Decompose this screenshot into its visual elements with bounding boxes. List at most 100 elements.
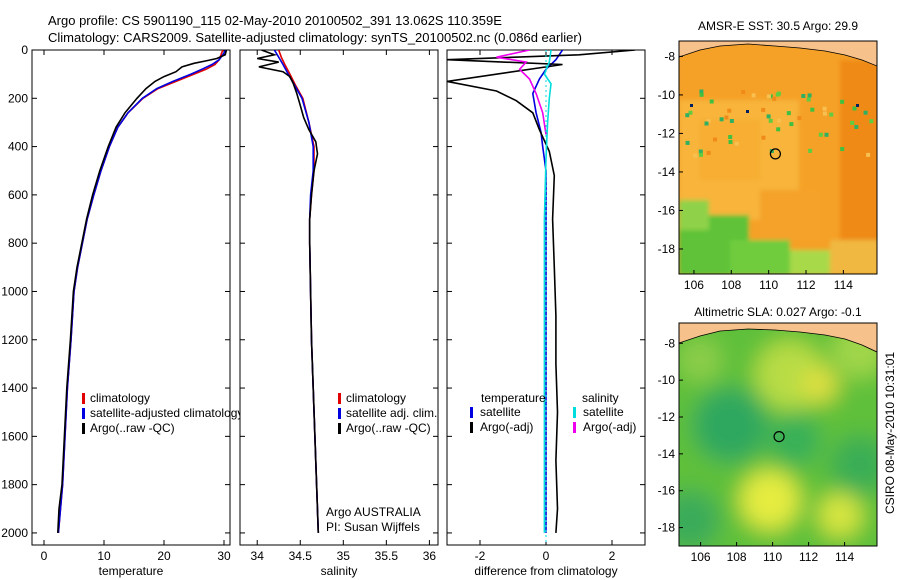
temperature-xtick-label: 20 <box>157 549 171 563</box>
difference-legend-label: satellite <box>583 405 624 419</box>
depth-tick-label: 1400 <box>1 381 28 395</box>
sst-map-lon-label: 112 <box>796 278 815 292</box>
sla-map-frame <box>678 322 878 547</box>
difference-series-line-1 <box>447 50 636 533</box>
sst-map-title: AMSR-E SST: 30.5 Argo: 29.9 <box>698 19 858 33</box>
salinity-legend-label: Argo(..raw -QC) <box>346 421 431 435</box>
sst-pixel <box>713 137 717 142</box>
sst-pixel <box>863 110 868 115</box>
salinity-axes-frame <box>239 49 439 546</box>
sst-map-lon-label: 108 <box>721 278 741 292</box>
sst-pixel <box>807 93 812 98</box>
figure-title-line2: Climatology: CARS2009. Satellite-adjuste… <box>48 30 583 45</box>
temperature-legend-label: climatology <box>90 391 150 405</box>
sst-pixel <box>786 111 791 116</box>
sst-pixel <box>728 140 733 144</box>
sst-pixel <box>775 92 780 97</box>
depth-tick-label: 0 <box>21 43 28 57</box>
salinity-xtick-label: 35 <box>337 549 351 563</box>
sst-dark-pixel <box>690 104 693 107</box>
sla-map-lat-label: -10 <box>658 373 676 387</box>
salinity-legend-label: satellite adj. clim. <box>346 406 437 420</box>
sst-map-frame <box>678 40 878 275</box>
salinity-legend-swatch <box>338 393 341 404</box>
salinity-xtick-label: 34 <box>251 549 265 563</box>
csiro-timestamp: CSIRO 08-May-2010 10:31:01 <box>883 352 897 514</box>
sst-pixel <box>869 119 874 124</box>
depth-tick-label: 1200 <box>1 333 28 347</box>
sst-pixel <box>699 89 704 94</box>
sst-pixel <box>840 147 845 151</box>
sst-pixel <box>727 108 732 113</box>
temperature-legend-swatch <box>82 423 85 434</box>
sst-pixel <box>808 148 813 153</box>
temperature-xtick-label: 10 <box>97 549 111 563</box>
sla-argo-position-marker <box>773 431 785 443</box>
difference-legend-label: Argo(-adj) <box>583 420 636 434</box>
sst-pixel <box>772 96 777 101</box>
temperature-xtick-label: 30 <box>217 549 231 563</box>
difference-legend-temperature-header: temperature <box>481 391 546 405</box>
sst-java-coastline <box>679 41 877 67</box>
temperature-legend-label: satellite-adjusted climatology <box>90 406 243 420</box>
sst-pixel <box>822 106 827 111</box>
sst-pixel <box>709 99 714 104</box>
sst-pixel <box>824 132 829 137</box>
sst-pixel <box>706 119 711 124</box>
depth-tick-label: 400 <box>8 140 28 154</box>
sla-field <box>679 323 877 546</box>
sst-pixel <box>728 135 733 139</box>
temperature-legend-label: Argo(..raw -QC) <box>90 421 175 435</box>
salinity-xtick-label: 34.5 <box>289 549 313 563</box>
sst-map-lat-label: -18 <box>658 242 676 256</box>
temperature-panel: 0 10 20 30 0 200 400 600 800 1000 1200 1400 1600 1800… <box>1 43 243 563</box>
sst-dark-pixel <box>746 110 749 113</box>
sla-map-panel: Altimetric SLA: 0.027 Argo: -0.1 106 108 1… <box>658 305 878 564</box>
temperature-xtick-label: 0 <box>41 549 48 563</box>
salinity-legend-swatch <box>338 423 341 434</box>
sst-pixel <box>766 114 771 119</box>
sst-map-lat-label: -14 <box>658 165 676 179</box>
sst-pixel <box>850 120 855 125</box>
sst-pixel <box>699 152 703 157</box>
sst-pixel <box>768 118 773 123</box>
salinity-xtick-label: 36 <box>423 549 437 563</box>
sst-pixel <box>685 113 690 118</box>
sla-map-lon-label: 114 <box>835 550 854 564</box>
sla-map-lon-label: 108 <box>727 550 747 564</box>
temperature-legend-swatch <box>82 393 85 404</box>
sst-pixel <box>866 152 871 157</box>
difference-legend-swatch <box>573 407 576 418</box>
sst-map-lat-label: -10 <box>658 88 676 102</box>
temperature-xlabel: temperature <box>99 564 164 578</box>
depth-tick-label: 600 <box>8 188 28 202</box>
sla-map-lon-label: 106 <box>691 550 711 564</box>
sst-pixel <box>777 118 782 123</box>
sla-map-lat-label: -18 <box>658 521 676 535</box>
difference-series-line-2 <box>543 50 552 533</box>
sla-map-lat-label: -8 <box>664 336 675 350</box>
sst-pixel <box>704 121 709 126</box>
depth-tick-label: 1800 <box>1 478 28 492</box>
sst-pixel <box>766 94 771 99</box>
sst-dark-pixel <box>856 104 859 107</box>
sst-pixel <box>751 93 756 98</box>
depth-tick-label: 200 <box>8 91 28 105</box>
sst-pixel <box>685 140 690 145</box>
depth-tick-label: 1600 <box>1 429 28 443</box>
sst-pixel <box>761 107 766 112</box>
difference-legend-label: satellite <box>480 405 521 419</box>
difference-legend-swatch <box>470 422 473 433</box>
salinity-legend-label: climatology <box>346 391 406 405</box>
difference-panel: -2 0 2 temperature salinitysatelliteArgo(-a… <box>446 49 646 563</box>
sst-map-lat-label: -12 <box>658 126 676 140</box>
sst-pixel <box>840 99 845 104</box>
figure-title-line1: Argo profile: CS 5901190_115 02-May-2010… <box>48 13 502 28</box>
sst-map-lat-label: -8 <box>664 49 675 63</box>
sla-java-coastline <box>679 323 877 353</box>
sst-pixel <box>734 141 739 146</box>
sst-pixel <box>797 116 802 121</box>
difference-series-line-3 <box>496 50 547 135</box>
sst-pixel <box>729 119 734 123</box>
